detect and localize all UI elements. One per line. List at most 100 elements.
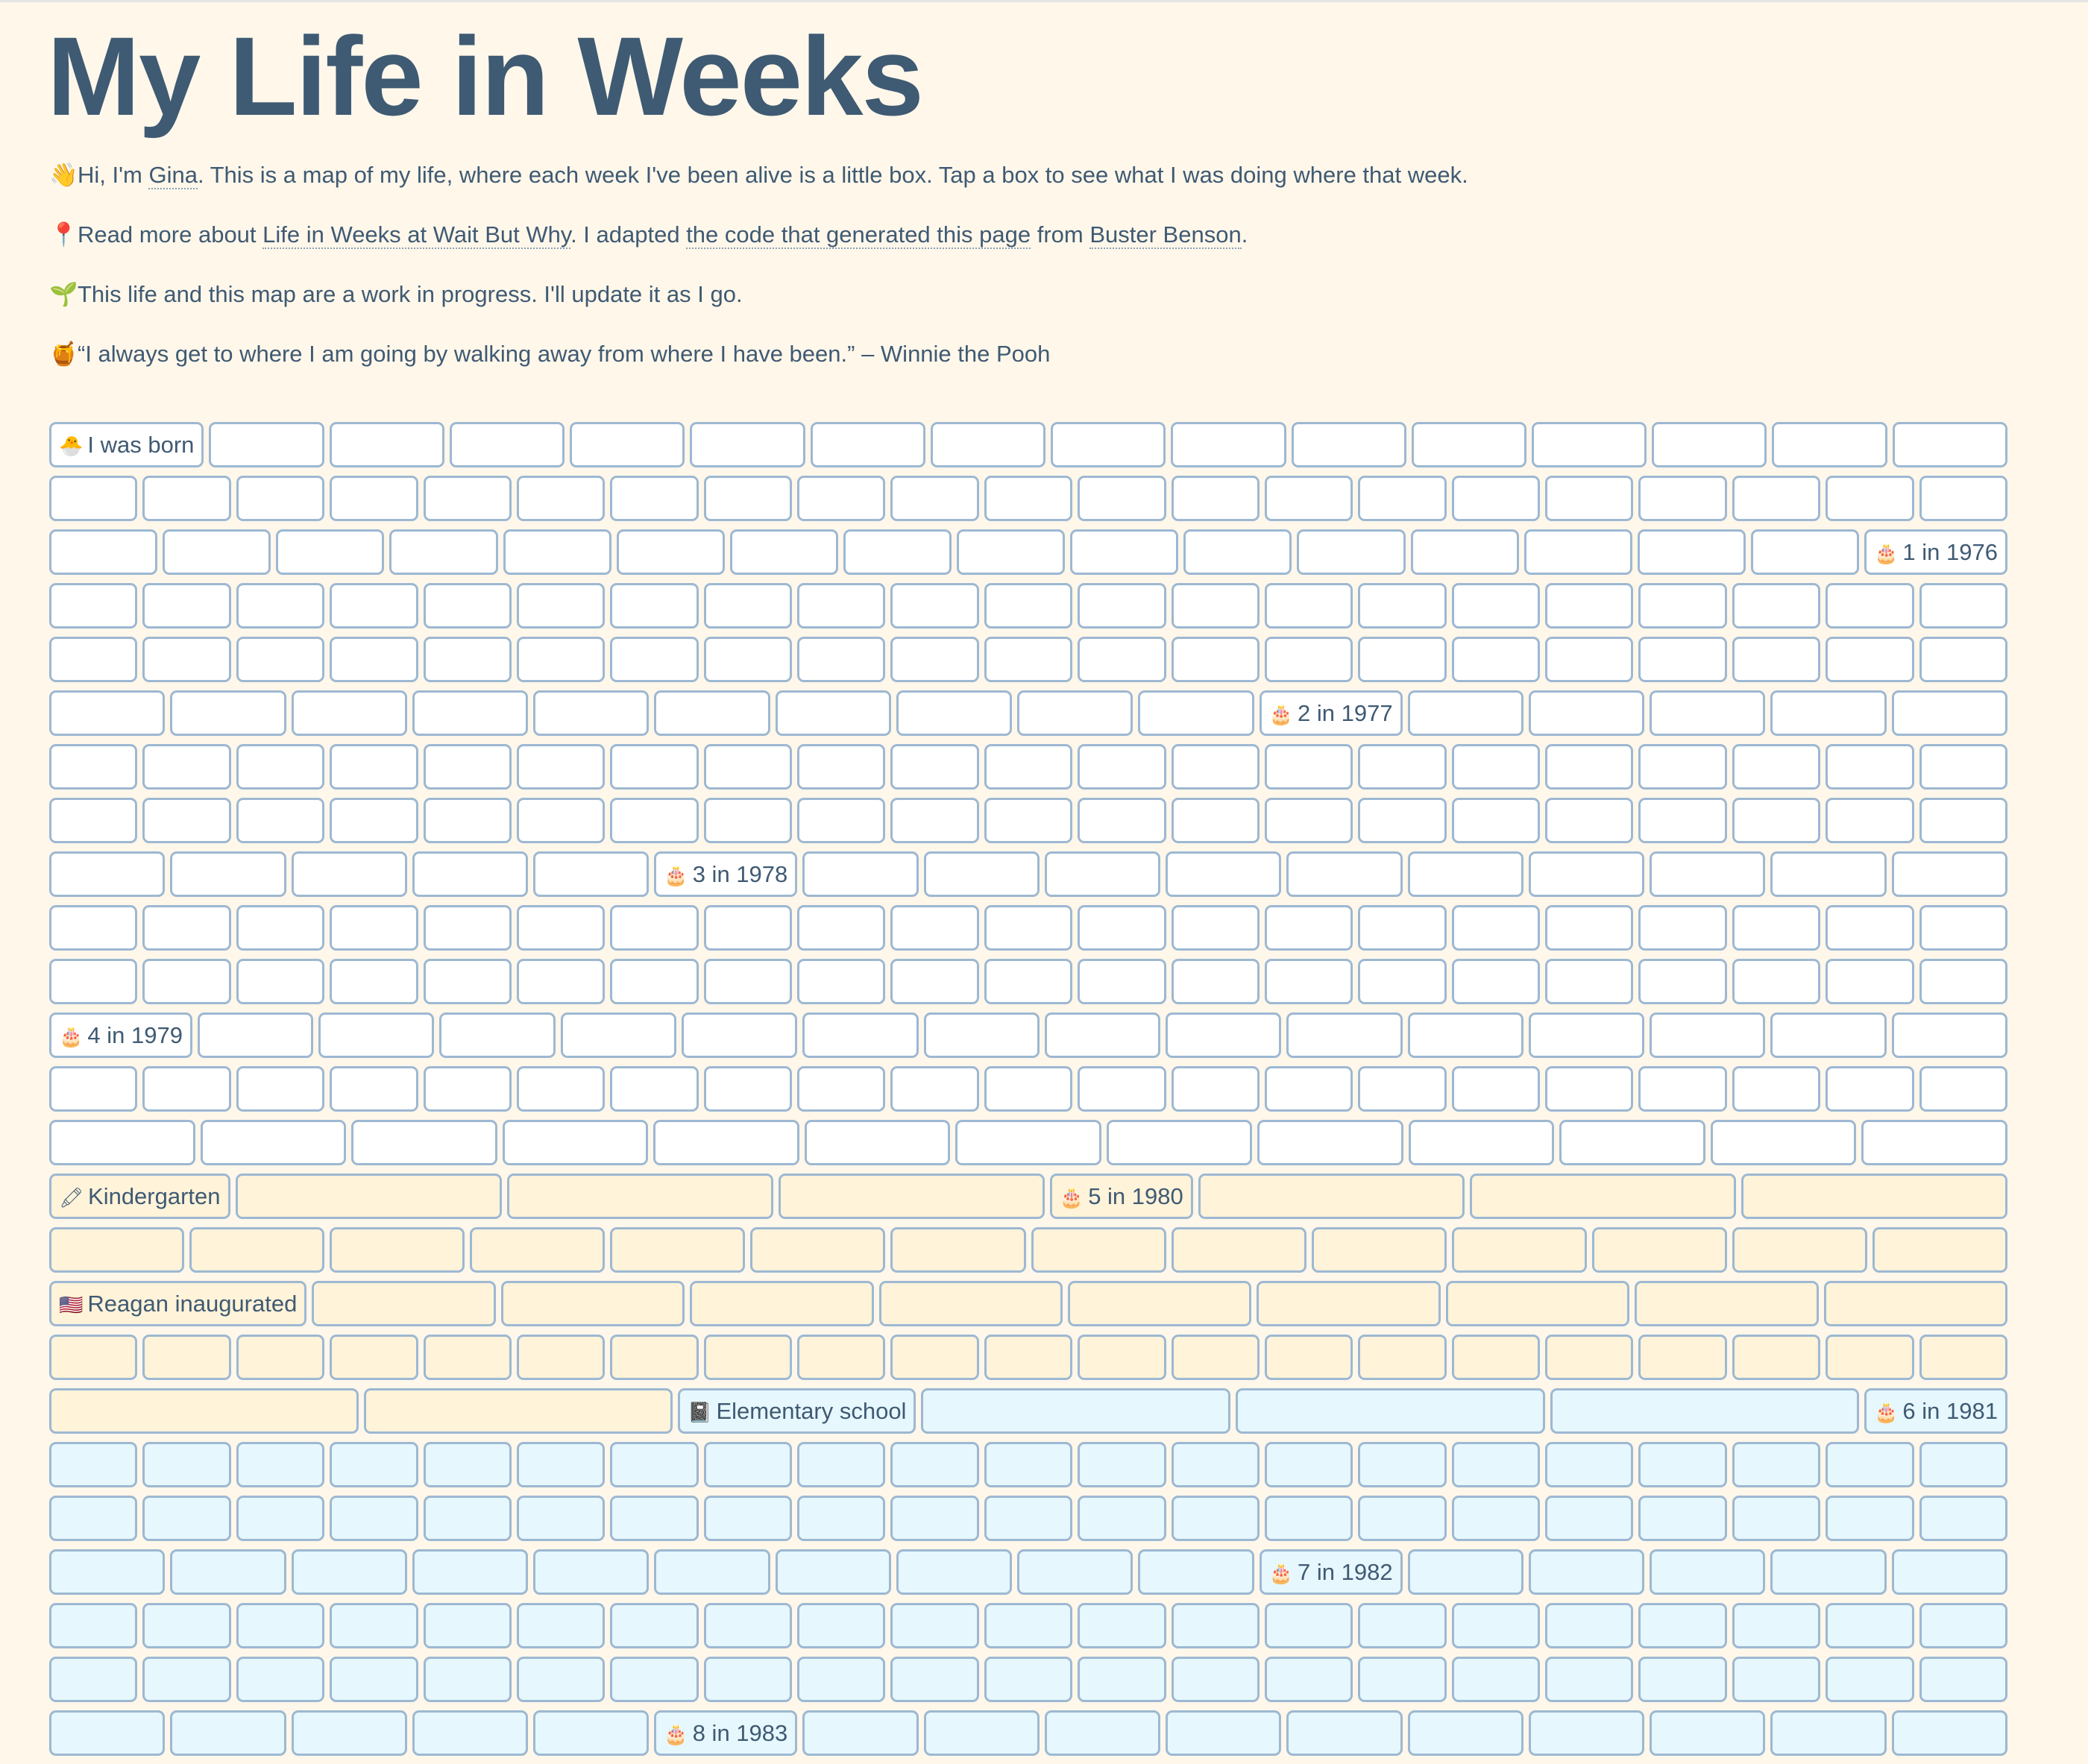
week-box[interactable] [1138, 690, 1254, 736]
week-box[interactable] [1650, 1012, 1766, 1058]
week-box[interactable] [1891, 1549, 2007, 1595]
week-box[interactable] [49, 1388, 359, 1434]
week-box[interactable] [1638, 1603, 1727, 1648]
week-box[interactable] [330, 637, 418, 682]
week-box[interactable] [984, 905, 1073, 951]
week-box[interactable] [1451, 1496, 1540, 1541]
week-box[interactable] [1770, 1549, 1887, 1595]
week-box[interactable] [291, 690, 407, 736]
week-box[interactable] [1078, 1657, 1166, 1702]
week-box[interactable] [797, 476, 886, 521]
week-box[interactable] [189, 1227, 325, 1273]
week-box[interactable] [1171, 959, 1260, 1004]
week-box[interactable] [1740, 1174, 2008, 1219]
week-box[interactable] [1171, 1496, 1260, 1541]
week-box[interactable] [1078, 1335, 1166, 1380]
week-box[interactable] [984, 1657, 1073, 1702]
week-box[interactable] [1919, 959, 2007, 1004]
week-box[interactable] [1637, 529, 1746, 575]
week-box[interactable] [1171, 798, 1260, 843]
week-box[interactable] [1919, 905, 2007, 951]
week-box[interactable] [49, 1335, 138, 1380]
week-box[interactable] [560, 1012, 676, 1058]
week-box[interactable] [1358, 637, 1447, 682]
week-box[interactable] [1031, 1227, 1166, 1273]
week-box[interactable] [1638, 1442, 1727, 1487]
week-box[interactable] [1545, 744, 1634, 790]
week-box[interactable] [1545, 1335, 1634, 1380]
week-box[interactable] [1451, 1442, 1540, 1487]
week-box[interactable] [610, 1496, 699, 1541]
week-box[interactable] [1171, 637, 1260, 682]
week-box[interactable] [923, 851, 1040, 897]
week-box[interactable] [778, 1174, 1045, 1219]
week-box[interactable] [1550, 1388, 1860, 1434]
week-box[interactable] [1545, 905, 1634, 951]
week-box[interactable] [49, 798, 138, 843]
week-box[interactable] [423, 744, 512, 790]
week-box[interactable] [1358, 583, 1447, 629]
week-box[interactable] [1264, 1335, 1353, 1380]
week-box[interactable] [363, 1388, 673, 1434]
week-box[interactable] [516, 1603, 606, 1648]
week-box[interactable] [330, 1066, 418, 1112]
week-box[interactable] [1171, 744, 1260, 790]
week-box[interactable] [1171, 1442, 1260, 1487]
week-box[interactable] [610, 1603, 699, 1648]
week-box[interactable] [1545, 1066, 1634, 1112]
week-box[interactable] [1732, 1335, 1821, 1380]
week-box[interactable] [423, 959, 512, 1004]
week-box[interactable] [1044, 1710, 1161, 1756]
week-box[interactable] [1891, 1012, 2007, 1058]
week-box[interactable] [236, 583, 325, 629]
week-box[interactable] [1408, 1120, 1555, 1165]
week-box[interactable] [533, 1549, 650, 1595]
week-box[interactable] [810, 422, 925, 467]
week-box[interactable] [516, 637, 606, 682]
week-box[interactable] [1823, 1281, 2007, 1326]
week-box[interactable] [276, 529, 385, 575]
week-box[interactable] [1171, 476, 1260, 521]
week-box[interactable] [1264, 476, 1353, 521]
week-box[interactable] [500, 1281, 685, 1326]
week-box[interactable] [797, 1066, 886, 1112]
week-box[interactable] [1770, 1012, 1887, 1058]
week-box-event[interactable]: 🇺🇸 Reagan inaugurated [49, 1281, 307, 1326]
week-box[interactable] [802, 851, 919, 897]
week-box[interactable] [1358, 798, 1447, 843]
week-box[interactable] [236, 744, 325, 790]
week-box[interactable] [1919, 744, 2007, 790]
week-box[interactable] [1078, 905, 1166, 951]
week-box[interactable] [984, 583, 1073, 629]
week-box[interactable] [1451, 1227, 1587, 1273]
week-box[interactable] [1732, 583, 1821, 629]
week-box[interactable] [1445, 1281, 1630, 1326]
week-box[interactable] [423, 1442, 512, 1487]
week-box[interactable] [1257, 1281, 1441, 1326]
week-box[interactable] [236, 1442, 325, 1487]
week-box[interactable] [142, 798, 231, 843]
week-box[interactable] [516, 1657, 606, 1702]
week-box[interactable] [775, 1549, 891, 1595]
week-box[interactable] [1891, 1710, 2007, 1756]
week-box[interactable] [1528, 851, 1645, 897]
week-box[interactable] [49, 1120, 195, 1165]
week-box[interactable] [330, 1335, 418, 1380]
week-box[interactable] [236, 637, 325, 682]
week-box[interactable] [1770, 690, 1887, 736]
week-box[interactable] [984, 744, 1073, 790]
week-box[interactable] [610, 959, 699, 1004]
week-box[interactable] [1469, 1174, 1736, 1219]
week-box[interactable] [516, 798, 606, 843]
week-box[interactable] [236, 1066, 325, 1112]
week-box[interactable] [236, 1496, 325, 1541]
week-box[interactable] [1264, 1066, 1353, 1112]
week-box[interactable] [533, 851, 650, 897]
week-box[interactable] [1638, 583, 1727, 629]
week-box[interactable] [502, 1120, 649, 1165]
week-box[interactable] [236, 959, 325, 1004]
week-box[interactable] [1138, 1549, 1254, 1595]
week-box[interactable] [170, 690, 286, 736]
week-box[interactable] [1078, 583, 1166, 629]
week-box[interactable] [957, 529, 1066, 575]
